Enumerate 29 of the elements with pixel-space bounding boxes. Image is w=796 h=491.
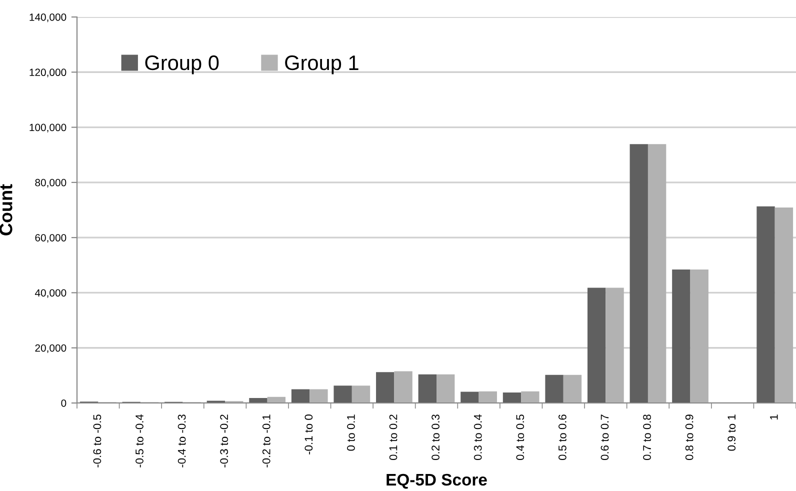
x-tick-label: 0.8 to 0.9: [685, 414, 694, 460]
x-tick-label: 0.5 to 0.6: [558, 414, 566, 460]
x-tick-label: -0.1 to 0: [304, 414, 313, 454]
y-tick-label: 0: [61, 400, 66, 407]
x-tick-label: 1: [770, 414, 778, 420]
x-tick-label: -0.4 to -0.3: [178, 414, 186, 468]
legend-label: Group 0: [145, 55, 219, 74]
x-tick-label: -0.2 to -0.1: [262, 414, 270, 468]
x-tick-label: 0 to 0.1: [347, 414, 355, 451]
legend-label: Group 1: [285, 55, 358, 74]
y-tick-label: 80,000: [35, 178, 66, 188]
y-tick-label: 20,000: [35, 344, 66, 353]
x-tick-label: 0.7 to 0.8: [643, 414, 651, 460]
y-axis-title: Count: [0, 184, 12, 236]
y-tick-label: 120,000: [30, 68, 66, 78]
y-tick-label: 140,000: [30, 14, 66, 22]
y-tick-label: 60,000: [35, 234, 66, 243]
y-tick-label: 40,000: [34, 289, 66, 298]
x-tick-label: 0.3 to 0.4: [474, 414, 482, 460]
x-tick-label: 0.1 to 0.2: [389, 414, 398, 460]
x-tick-label: -0.3 to -0.2: [220, 414, 228, 468]
x-axis-title: EQ-5D Score: [386, 474, 487, 489]
y-tick-label: 100,000: [30, 124, 66, 132]
x-tick-label: -0.5 to -0.4: [136, 414, 144, 468]
x-tick-label: -0.6 to -0.5: [93, 414, 102, 468]
x-tick-label: 0.4 to 0.5: [516, 414, 524, 460]
x-tick-label: 0.9 to 1: [728, 414, 736, 451]
x-tick-label: 0.6 to 0.7: [600, 414, 609, 460]
x-tick-label: 0.2 to 0.3: [432, 414, 440, 460]
